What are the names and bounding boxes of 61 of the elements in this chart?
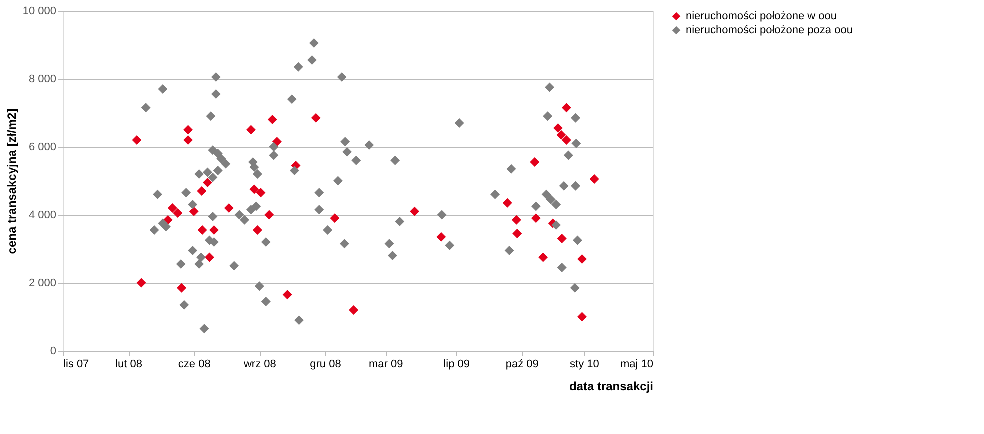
point xyxy=(562,103,572,113)
x-tick-label: lut 08 xyxy=(116,358,143,370)
point xyxy=(204,252,214,262)
point xyxy=(246,125,256,135)
x-axis-title: data transakcji xyxy=(569,380,654,394)
point xyxy=(189,206,199,216)
y-tick-label: 0 xyxy=(50,346,56,358)
point xyxy=(252,226,262,236)
point xyxy=(177,283,187,293)
point xyxy=(590,174,600,184)
point xyxy=(264,210,274,220)
x-tick-label: cze 08 xyxy=(178,358,211,370)
point xyxy=(410,206,420,216)
point xyxy=(184,135,194,145)
point xyxy=(184,125,194,135)
legend-label: nieruchomości położone w oou xyxy=(686,10,838,22)
point xyxy=(209,226,219,236)
point xyxy=(168,203,178,213)
x-tick-label: lis 07 xyxy=(64,358,90,370)
point xyxy=(173,208,183,218)
point xyxy=(436,232,446,242)
y-tick-label: 4 000 xyxy=(28,210,56,222)
point xyxy=(311,113,321,123)
legend-label: nieruchomości położone poza oou xyxy=(686,24,853,36)
point xyxy=(136,278,146,288)
point xyxy=(530,158,540,168)
point xyxy=(198,226,208,236)
point xyxy=(553,124,563,134)
y-tick-label: 8 000 xyxy=(28,74,56,86)
point xyxy=(578,312,587,322)
point xyxy=(330,214,340,224)
point xyxy=(132,135,142,145)
point xyxy=(512,215,522,225)
x-tick-label: gru 08 xyxy=(310,358,342,370)
x-tick-label: mar 09 xyxy=(368,358,404,370)
point xyxy=(224,203,234,213)
point xyxy=(556,130,566,140)
point xyxy=(203,178,212,188)
x-tick-label: paź 09 xyxy=(506,358,539,370)
y-tick-label: 10 000 xyxy=(22,6,56,18)
x-tick-label: wrz 08 xyxy=(242,358,276,370)
point xyxy=(250,184,260,194)
x-tick-label: maj 10 xyxy=(620,358,654,370)
point xyxy=(197,186,207,196)
point xyxy=(562,135,572,145)
point xyxy=(349,305,359,315)
point xyxy=(282,290,292,300)
y-tick-label: 6 000 xyxy=(28,142,56,154)
point xyxy=(538,252,548,262)
point xyxy=(268,115,278,125)
point xyxy=(557,234,567,244)
x-tick-label: sty 10 xyxy=(570,358,600,370)
point xyxy=(502,198,512,208)
x-tick-label: lip 09 xyxy=(444,358,470,370)
y-axis-title: cena transakcyjna [zł/m2] xyxy=(4,108,19,254)
point xyxy=(531,214,541,224)
point xyxy=(256,188,266,198)
point xyxy=(578,254,587,264)
point xyxy=(512,228,522,238)
y-tick-label: 2 000 xyxy=(28,278,56,290)
point xyxy=(272,137,282,147)
